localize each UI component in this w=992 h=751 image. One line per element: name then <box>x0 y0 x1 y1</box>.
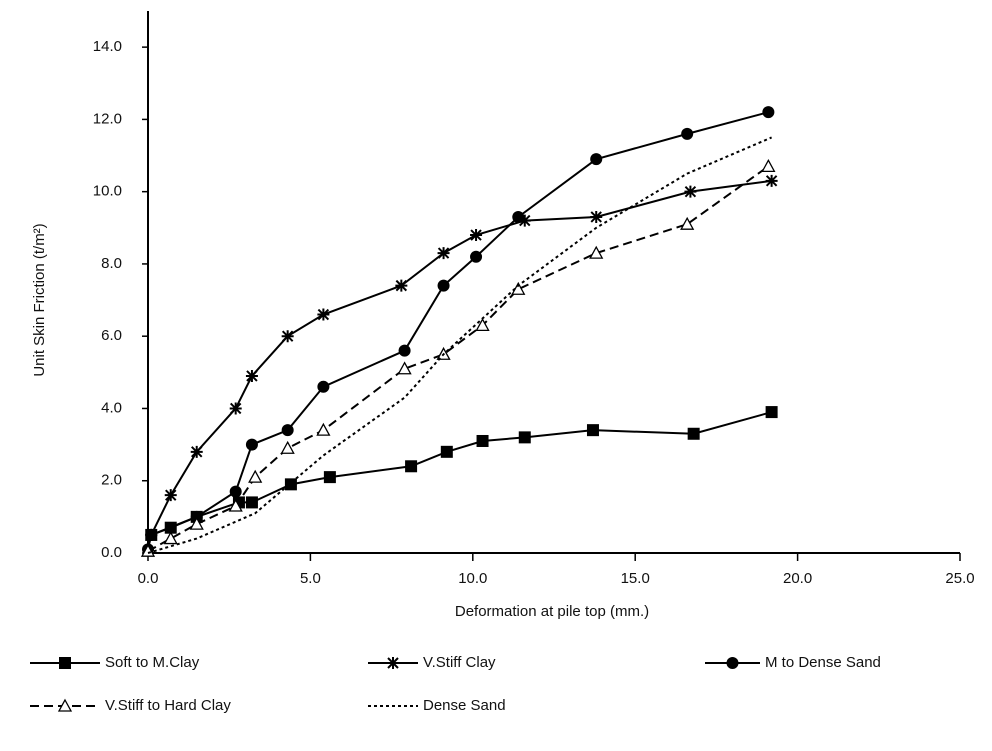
marker <box>229 402 242 415</box>
marker <box>145 528 158 541</box>
marker <box>518 214 531 227</box>
legend-label: Dense Sand <box>423 697 506 714</box>
x-tick-label: 25.0 <box>945 570 974 587</box>
marker <box>245 496 258 509</box>
marker <box>397 361 412 375</box>
marker <box>316 422 331 436</box>
y-tick-label: 10.0 <box>93 183 122 200</box>
marker <box>687 427 700 440</box>
marker <box>589 245 604 259</box>
y-tick-label: 2.0 <box>101 472 122 489</box>
marker <box>511 281 526 295</box>
series-line <box>147 165 769 553</box>
marker <box>437 247 450 260</box>
series-line <box>147 111 769 550</box>
marker <box>317 380 330 393</box>
marker <box>387 657 399 669</box>
marker <box>470 229 483 242</box>
marker <box>476 434 489 447</box>
y-tick-label: 12.0 <box>93 110 122 127</box>
marker <box>586 424 599 437</box>
x-tick-label: 0.0 <box>138 570 159 587</box>
marker <box>681 127 694 140</box>
marker <box>163 531 178 545</box>
marker <box>190 445 203 458</box>
marker <box>765 406 778 419</box>
legend-label: V.Stiff Clay <box>423 654 496 671</box>
x-tick-label: 10.0 <box>458 570 487 587</box>
marker <box>323 471 336 484</box>
marker <box>475 318 490 332</box>
y-tick-label: 8.0 <box>101 255 122 272</box>
marker <box>248 469 263 483</box>
marker <box>245 369 258 382</box>
marker <box>440 445 453 458</box>
marker <box>59 657 71 669</box>
marker <box>245 438 258 451</box>
y-tick-label: 14.0 <box>93 38 122 55</box>
legend-label: Soft to M.Clay <box>105 654 200 671</box>
marker <box>281 424 294 437</box>
marker <box>284 478 297 491</box>
marker <box>228 498 243 512</box>
marker <box>57 698 73 712</box>
y-tick-label: 4.0 <box>101 399 122 416</box>
marker <box>281 330 294 343</box>
marker <box>398 344 411 357</box>
marker <box>765 174 778 187</box>
x-tick-label: 5.0 <box>300 570 321 587</box>
series-line <box>150 179 772 536</box>
marker <box>590 153 603 166</box>
marker <box>590 210 603 223</box>
legend-label: M to Dense Sand <box>765 654 881 671</box>
marker <box>317 308 330 321</box>
marker <box>518 431 531 444</box>
marker <box>470 250 483 263</box>
legend-label: V.Stiff to Hard Clay <box>105 697 231 714</box>
x-tick-label: 20.0 <box>783 570 812 587</box>
y-tick-label: 0.0 <box>101 544 122 561</box>
marker <box>229 485 242 498</box>
marker <box>762 106 775 119</box>
marker <box>395 279 408 292</box>
marker <box>512 210 525 223</box>
marker <box>726 657 739 669</box>
y-axis-title: Unit Skin Friction (t/m²) <box>31 223 48 376</box>
marker <box>189 516 204 530</box>
marker <box>140 543 156 557</box>
x-axis-title: Deformation at pile top (mm.) <box>455 603 649 620</box>
marker <box>405 460 418 473</box>
marker <box>680 216 695 230</box>
marker <box>761 159 776 173</box>
marker <box>164 489 177 502</box>
x-tick-label: 15.0 <box>621 570 650 587</box>
marker <box>437 279 450 292</box>
series-line <box>150 411 772 536</box>
series-line <box>147 136 773 554</box>
y-tick-label: 6.0 <box>101 327 122 344</box>
marker <box>280 440 295 454</box>
marker <box>684 185 697 198</box>
